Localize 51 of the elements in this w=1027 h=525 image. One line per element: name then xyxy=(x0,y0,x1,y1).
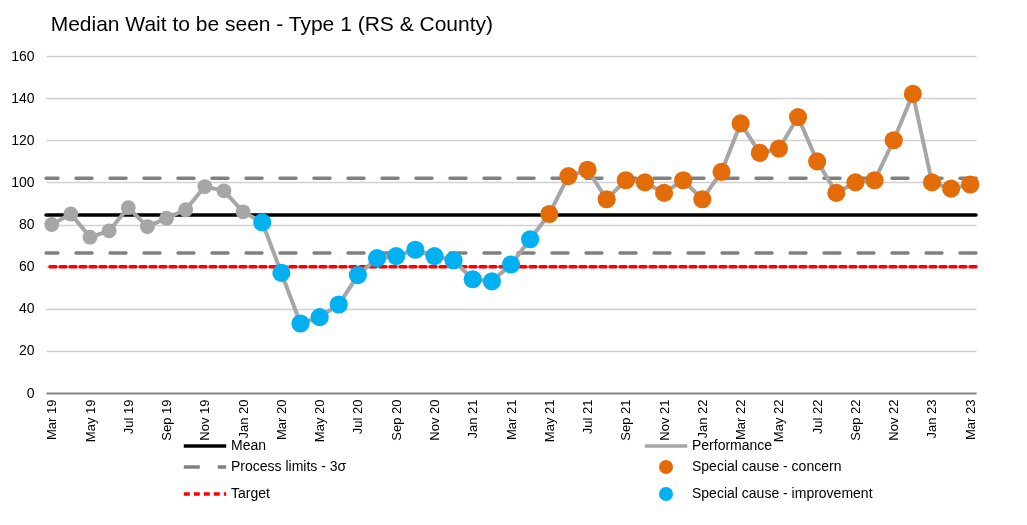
x-tick-label: Nov 21 xyxy=(656,399,672,441)
y-tick-label: 0 xyxy=(26,384,35,401)
x-tick-label: Jan 22 xyxy=(694,399,710,439)
x-tick-label: Sep 19 xyxy=(159,399,175,441)
legend-label: Special cause - concern xyxy=(692,458,842,474)
y-tick-label: 80 xyxy=(18,216,35,232)
x-tick-label: Jul 20 xyxy=(350,399,366,435)
point xyxy=(178,202,194,218)
x-tick-label: Jan 23 xyxy=(924,399,940,439)
x-tick-label: Nov 20 xyxy=(426,399,442,441)
x-tick-label: Mar 22 xyxy=(733,399,749,440)
point xyxy=(216,183,232,199)
point xyxy=(82,229,98,245)
x-tick-label: Jan 20 xyxy=(235,399,251,439)
x-tick-label: Mar 19 xyxy=(44,399,60,440)
x-tick-label: Sep 20 xyxy=(388,399,404,441)
x-tick-label: Nov 22 xyxy=(886,399,902,441)
point xyxy=(235,204,251,220)
legend-label: Special cause - improvement xyxy=(692,485,873,501)
x-tick-label: Jan 21 xyxy=(465,399,481,439)
x-tick-label: Jul 19 xyxy=(120,399,136,435)
point xyxy=(44,217,60,232)
x-tick-label: Jul 21 xyxy=(580,399,596,435)
x-tick-label: May 19 xyxy=(82,399,98,443)
point xyxy=(120,200,136,216)
x-tick-label: Mar 20 xyxy=(273,399,289,440)
y-tick-label: 100 xyxy=(11,173,35,190)
chart-title: Median Wait to be seen - Type 1 (RS & County) xyxy=(50,12,494,35)
x-tick-label: Jul 22 xyxy=(809,399,825,435)
x-tick-label: Sep 21 xyxy=(618,399,634,441)
x-tick-label: Nov 19 xyxy=(197,399,213,441)
y-tick-label: 60 xyxy=(18,258,35,275)
y-tick-label: 40 xyxy=(18,300,35,317)
x-tick-label: Sep 22 xyxy=(847,399,863,441)
point xyxy=(159,210,174,226)
point xyxy=(63,206,79,222)
y-tick-label: 140 xyxy=(11,89,35,106)
y-tick-label: 160 xyxy=(11,47,35,64)
legend-label: Target xyxy=(231,485,271,501)
point xyxy=(140,219,155,235)
y-tick-label: 20 xyxy=(18,342,35,359)
point xyxy=(197,179,213,194)
legend-label: Mean xyxy=(231,437,267,453)
y-tick-label: 120 xyxy=(11,131,35,148)
point xyxy=(101,223,117,239)
x-tick-label: May 22 xyxy=(771,399,787,443)
x-tick-label: May 21 xyxy=(541,399,557,443)
legend-label: Process limits - 3σ xyxy=(231,458,347,474)
x-tick-label: Mar 23 xyxy=(962,399,978,440)
x-tick-label: Mar 21 xyxy=(503,399,519,440)
x-tick-label: May 20 xyxy=(312,399,328,443)
